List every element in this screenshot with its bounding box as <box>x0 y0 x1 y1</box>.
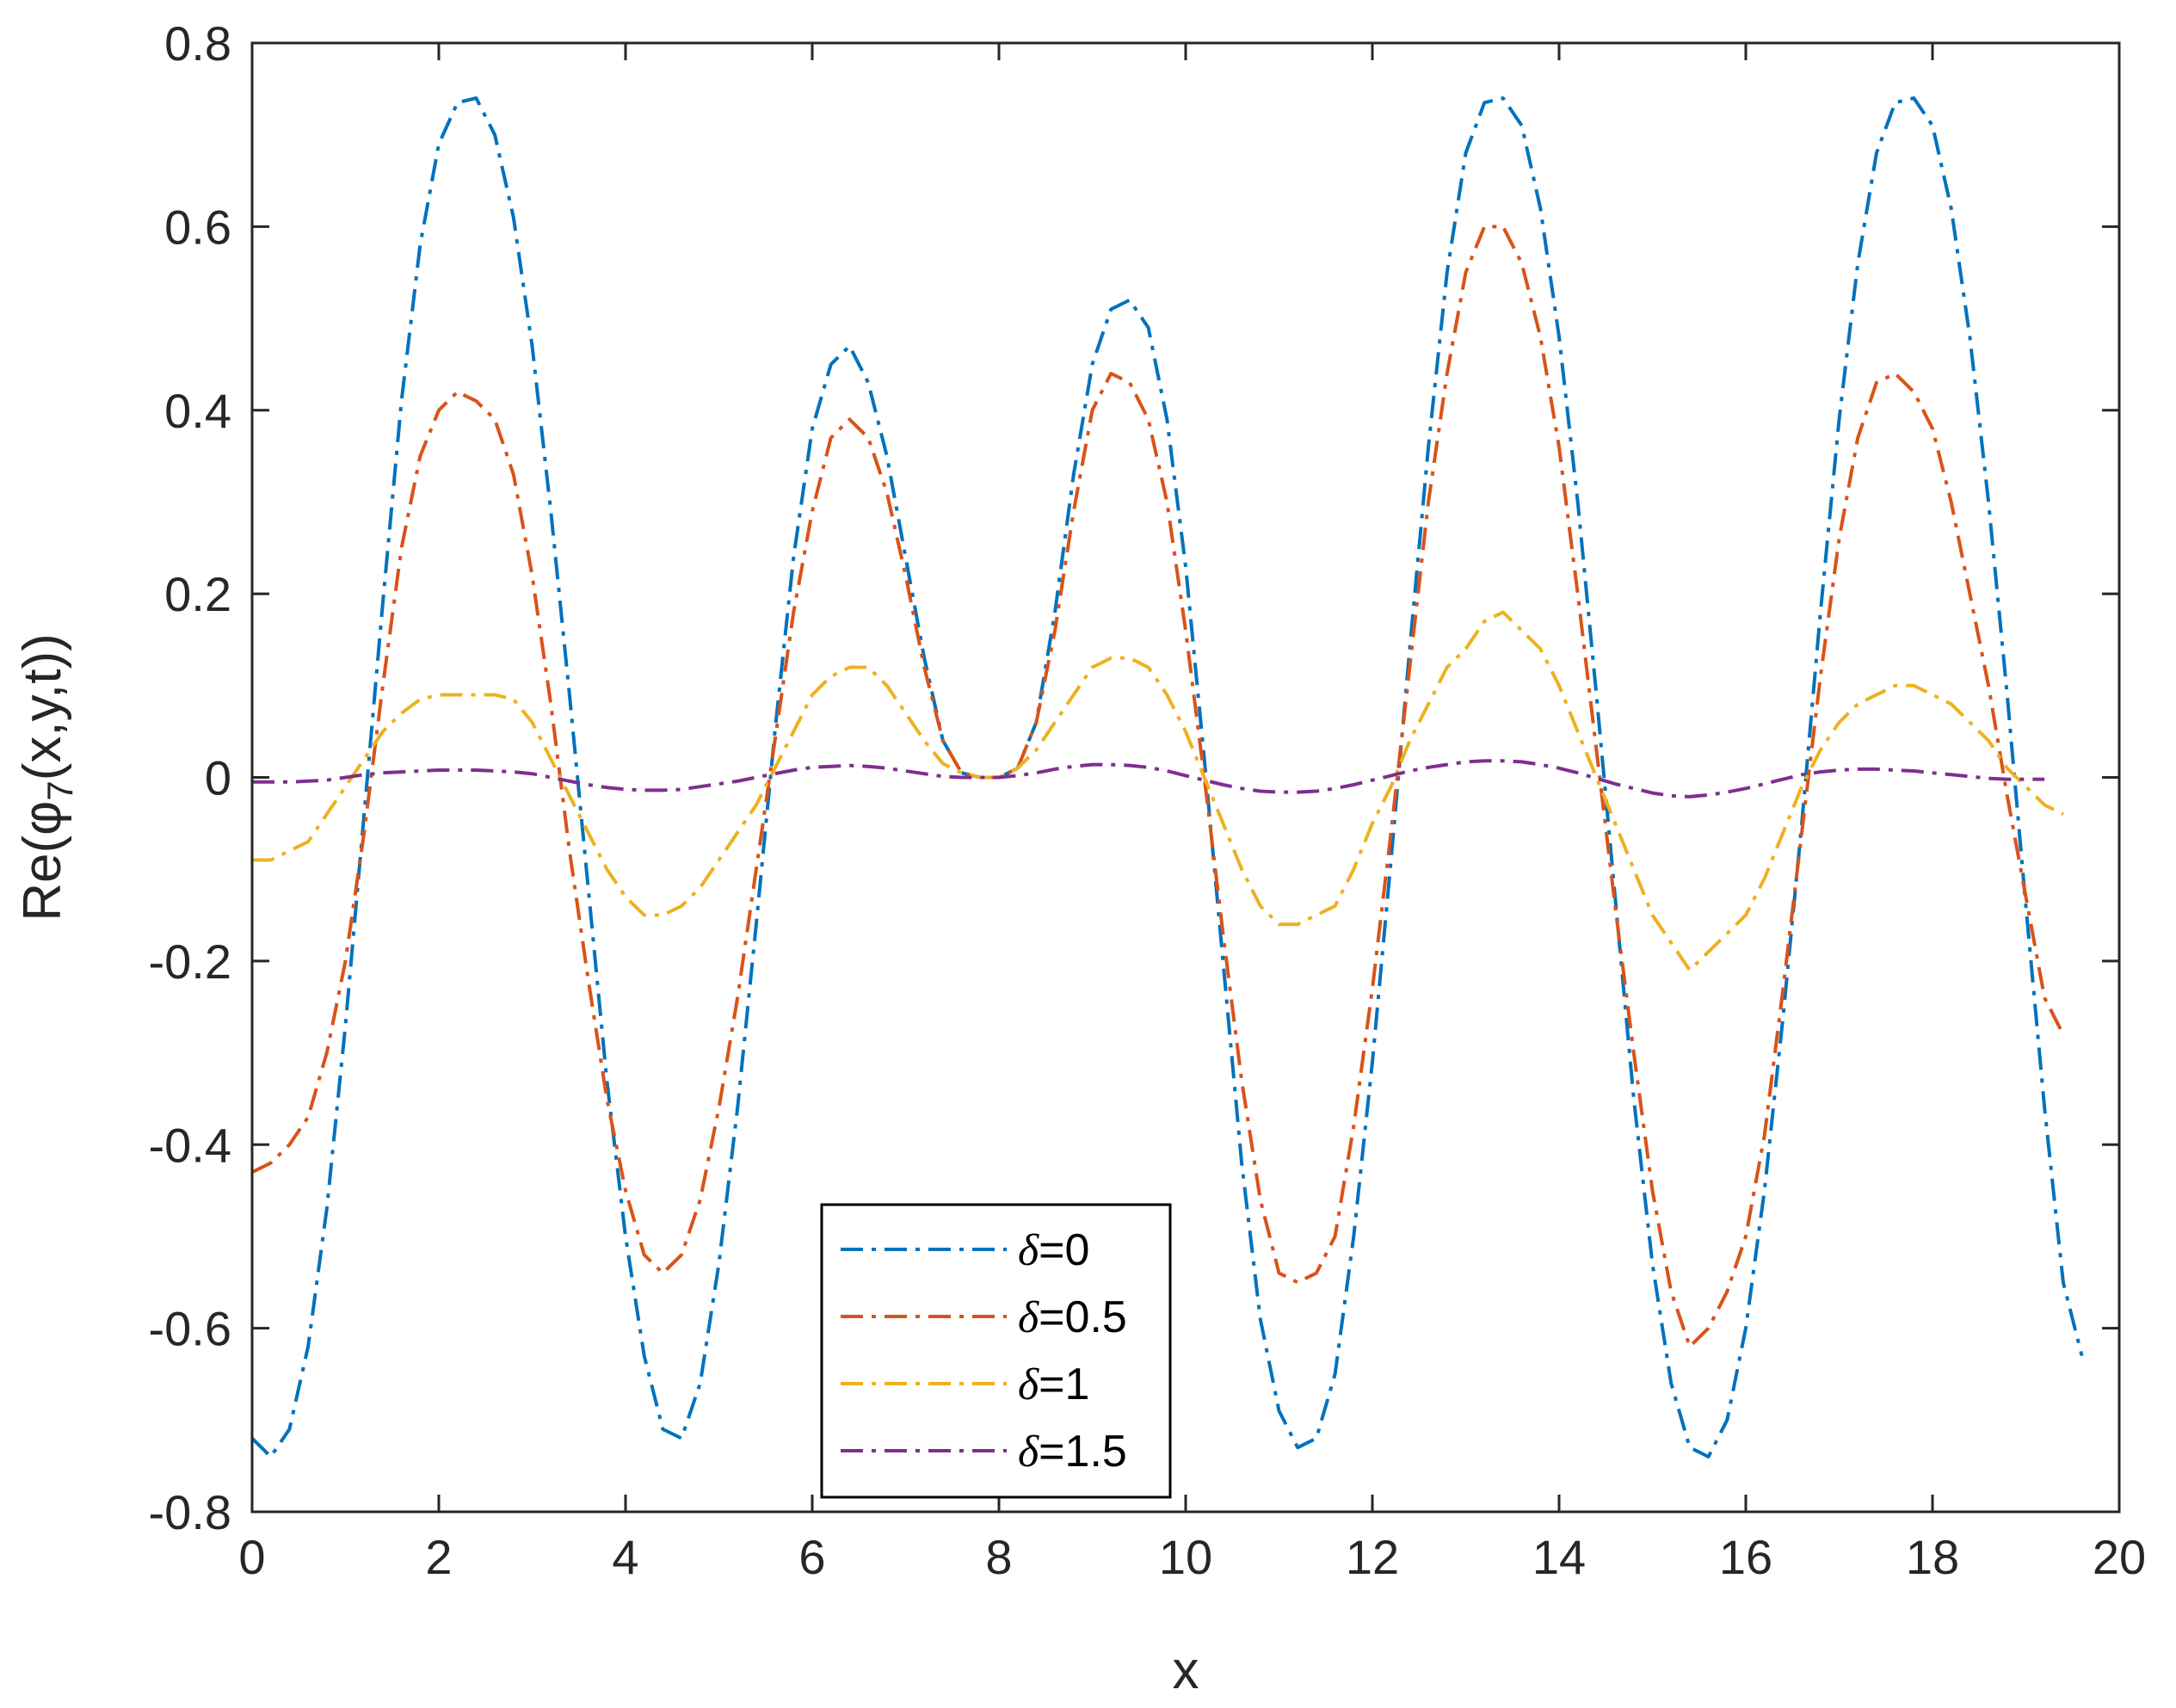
legend-label-3: δ=1.5 <box>1018 1427 1127 1477</box>
y-tick-label: 0.8 <box>164 16 231 71</box>
y-tick-label: 0 <box>205 751 231 805</box>
x-tick-label: 6 <box>798 1530 825 1584</box>
y-tick-label: 0.4 <box>164 384 231 438</box>
x-tick-label: 2 <box>425 1530 452 1584</box>
x-tick-label: 8 <box>985 1530 1012 1584</box>
y-tick-labels: 0.8 0.6 0.4 0.2 0 -0.2 -0.4 -0.6 -0.8 <box>149 16 232 1539</box>
x-tick-label: 10 <box>1159 1530 1212 1584</box>
x-tick-label: 20 <box>2093 1530 2146 1584</box>
x-tick-label: 16 <box>1719 1530 1772 1584</box>
series-line-3 <box>252 759 2045 799</box>
series-line-0 <box>250 96 2084 1458</box>
series-layer <box>250 96 2084 1458</box>
y-tick-label: 0.6 <box>164 200 231 254</box>
y-tick-label: -0.4 <box>149 1118 232 1172</box>
x-tick-label: 4 <box>612 1530 638 1584</box>
series-line-1 <box>251 225 2065 1348</box>
legend-label-0: δ=0 <box>1018 1225 1089 1275</box>
x-tick-label: 18 <box>1906 1530 1959 1584</box>
series-line-2 <box>252 610 2064 972</box>
x-tick-labels: 0 2 4 6 8 10 12 14 16 18 20 <box>238 1530 2146 1584</box>
y-tick-label: -0.8 <box>149 1485 232 1539</box>
y-axis-label: Re(φ7(x,y,t)) <box>13 633 80 921</box>
y-axis-label-subscript: 7 <box>40 780 80 800</box>
x-axis-label: x <box>1173 1641 1199 1700</box>
legend-box <box>820 1203 1172 1499</box>
x-tick-label: 12 <box>1346 1530 1399 1584</box>
y-tick-label: -0.6 <box>149 1302 232 1356</box>
tick-marks <box>250 41 2121 1514</box>
x-tick-label: 14 <box>1532 1530 1586 1584</box>
y-axis-label-tail: (x,y,t)) <box>13 633 72 780</box>
x-tick-label: 0 <box>238 1530 265 1584</box>
legend-label-2: δ=1 <box>1018 1360 1089 1409</box>
y-tick-label: -0.2 <box>149 934 232 989</box>
legend: δ=0 δ=0.5 δ=1 δ=1.5 <box>820 1203 1172 1499</box>
legend-label-1: δ=0.5 <box>1018 1292 1127 1342</box>
y-tick-label: 0.2 <box>164 567 231 621</box>
y-axis-label-main: Re(φ <box>13 801 72 922</box>
